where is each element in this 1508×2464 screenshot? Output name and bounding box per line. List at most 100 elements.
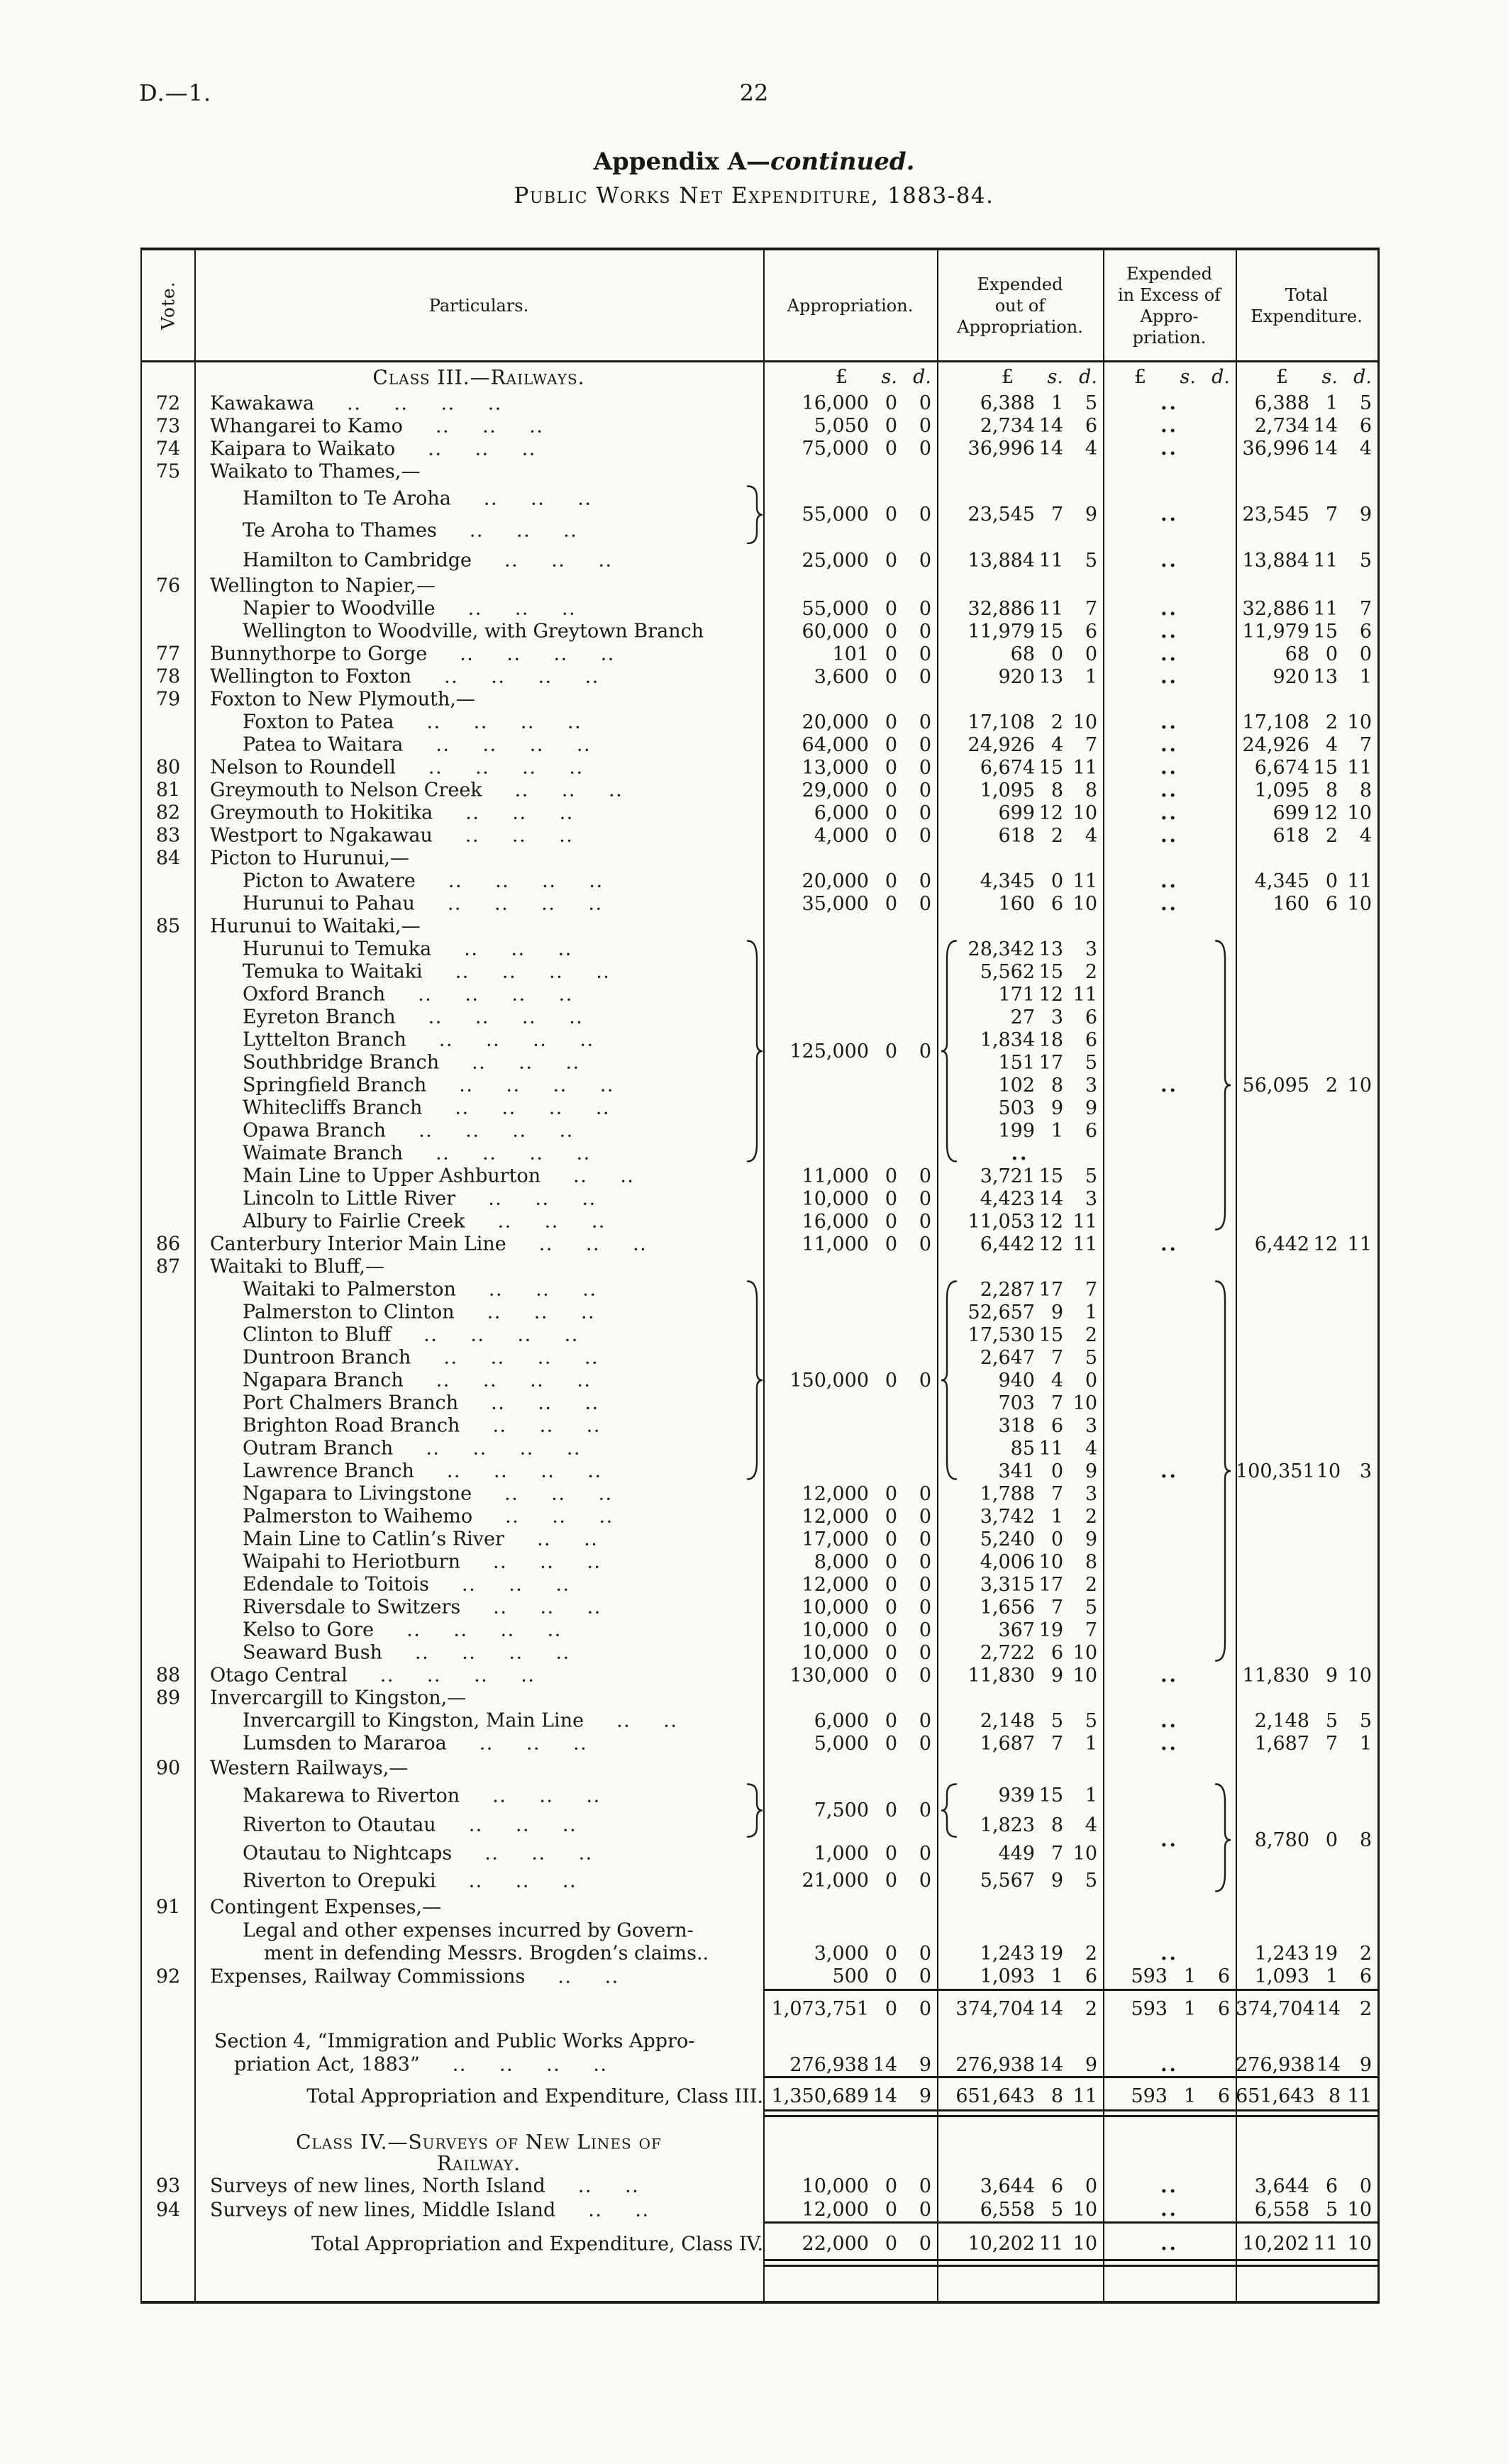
table-title: Public Works Net Expenditure, 1883-84. [514, 183, 994, 209]
leader-dots: .. [423, 1323, 438, 1346]
table-row: 92 Expenses, Railway Commissions.... 500 0 0… [142, 1965, 1377, 1989]
particulars-cell: Total Appropriation and Expenditure, Cla… [194, 2085, 783, 2107]
table-row: Lincoln to Little River...... 10,000 0 0 4,4… [142, 1187, 1377, 1210]
particulars-cell: Southbridge Branch...... [194, 1052, 811, 1074]
particulars-cell: Waikato to Thames,— [194, 460, 779, 482]
leader-dots: .. [443, 1346, 458, 1369]
leader-dots: .. [587, 1550, 601, 1573]
leader-dots: .. [509, 1573, 523, 1596]
leader-dots: .. [585, 1233, 601, 1255]
leader-dots: .. [426, 1437, 440, 1460]
expended-value: 5,240 0 9 [980, 1528, 1097, 1550]
excess-value: .. [1160, 1664, 1178, 1687]
total-value: 6,674 15 11 [1254, 756, 1372, 779]
table-row: 75 Waikato to Thames,— [142, 460, 1377, 483]
table-row: 89 Invercargill to Kingston,— [142, 1687, 1377, 1709]
leader-dots: .. [415, 1641, 430, 1664]
total-value: 2,148 5 5 [1254, 1709, 1372, 1732]
row-label: Greymouth to Nelson Creek [210, 779, 482, 801]
table-row: Te Aroha to Thames...... [142, 514, 1377, 546]
group-approp-value: 55,000 0 0 [802, 503, 931, 526]
group-exc-value: .. [1160, 503, 1178, 526]
particulars-cell: Legal and other expenses incurred by Gov… [194, 1920, 811, 1942]
particulars-cell: Invercargill to Kingston,— [194, 1687, 779, 1709]
leader-dots: .. [567, 711, 582, 733]
table-row: 73 Whangarei to Kamo...... 5,050 0 0 2,734 14 6… [142, 415, 1377, 438]
appropriation-value: 276,938 14 9 [789, 2053, 931, 2076]
row-label: Invercargill to Kingston,— [210, 1687, 467, 1709]
leader-dots: .. [522, 1006, 537, 1028]
expended-value: 5,567 9 5 [980, 1870, 1097, 1892]
expended-value: 940 4 0 [998, 1369, 1097, 1392]
leader-dots: .. [464, 938, 479, 960]
table-row: Main Line to Catlin’s River.... 17,000 0 0 5… [142, 1528, 1377, 1550]
col-header-excess: Expended in Excess of Appro- priation. [1117, 263, 1221, 348]
expended-value: 449 7 10 [998, 1842, 1097, 1865]
particulars-cell: Section 4, “Immigration and Public Works… [194, 2031, 783, 2053]
particulars-cell: Bunnythorpe to Gorge........ [194, 643, 779, 665]
excess-value: .. [1160, 2053, 1178, 2076]
leader-dots: .. [469, 519, 484, 542]
total-value: 276,938 14 9 [1236, 2053, 1372, 2076]
row-label: Napier to Woodville [243, 597, 436, 620]
table-row: Section 4, “Immigration and Public Works… [142, 2029, 1377, 2053]
particulars-cell: Main Line to Upper Ashburton.... [194, 1165, 811, 1187]
leader-dots: .. [562, 1870, 577, 1892]
excess-value: .. [1160, 415, 1178, 438]
expended-value: 32,886 11 7 [968, 597, 1097, 620]
row-label: Main Line to Catlin’s River [243, 1528, 504, 1550]
expended-value: 318 6 3 [998, 1414, 1097, 1437]
row-label: Waimate Branch [243, 1142, 403, 1165]
vote-number: 80 [155, 756, 181, 779]
expended-value: 3,315 17 2 [980, 1573, 1097, 1596]
leader-dots: .. [535, 1187, 550, 1210]
leader-dots: .. [487, 392, 502, 415]
leader-dots: .. [573, 1732, 588, 1755]
table-row: Edendale to Toitois...... 12,000 0 0 3,315 17… [142, 1573, 1377, 1596]
expended-value: 1,093 1 6 [980, 1965, 1097, 1988]
particulars-cell: priation Act, 1883”........ [194, 2054, 803, 2076]
leader-dots: .. [455, 960, 470, 983]
appropriation-value: 22,000 0 0 [802, 2233, 931, 2255]
group-brace-left [941, 940, 958, 1162]
vote-number: 89 [155, 1687, 181, 1709]
row-label: Albury to Fairlie Creek [243, 1210, 465, 1233]
table-row: Duntroon Branch........ 2,647 7 5 [142, 1346, 1377, 1369]
particulars-cell: Surveys of new lines, Middle Island.... [194, 2199, 779, 2221]
vote-number: 75 [155, 460, 181, 483]
appendix-title-main: Appendix A— [593, 148, 771, 176]
leader-dots: .. [512, 824, 527, 847]
leader-dots: .. [468, 1814, 483, 1836]
expended-value: 17,530 15 2 [968, 1323, 1097, 1346]
particulars-cell: Kawakawa........ [194, 392, 779, 414]
total-value: 6,558 5 10 [1254, 2199, 1372, 2221]
appropriation-value: 12,000 0 0 [802, 1482, 931, 1505]
leader-dots: .. [584, 665, 599, 688]
appropriation-value: 11,000 0 0 [802, 1233, 931, 1255]
leader-dots: .. [460, 643, 475, 665]
total-value: 1,093 1 6 [1254, 1965, 1372, 1988]
leader-dots: .. [609, 779, 623, 801]
appropriation-value: 1,000 0 0 [814, 1842, 931, 1865]
row-label: Whitecliffs Branch [243, 1097, 423, 1119]
table-row: Albury to Fairlie Creek...... 16,000 0 0 11,… [142, 1210, 1377, 1233]
leader-dots: .. [436, 733, 450, 756]
particulars-cell: Ngapara Branch........ [194, 1370, 811, 1392]
group-exc-value: .. [1160, 1828, 1178, 1851]
expended-value: 151 17 5 [998, 1051, 1097, 1074]
table-row: Main Line to Upper Ashburton.... 11,000 0 0… [142, 1165, 1377, 1187]
particulars-cell: Western Railways,— [194, 1757, 779, 1779]
leader-dots: .. [479, 1732, 494, 1755]
excess-value: .. [1160, 597, 1178, 620]
leader-dots: .. [426, 1664, 442, 1687]
particulars-cell: Hurunui to Waitaki,— [194, 916, 779, 938]
leader-dots: .. [529, 1142, 544, 1165]
appropriation-value: 17,000 0 0 [802, 1528, 931, 1550]
leader-dots: .. [569, 1006, 584, 1028]
leader-dots: .. [509, 1641, 523, 1664]
leader-dots: .. [428, 756, 443, 779]
leader-dots: .. [584, 1392, 599, 1414]
group-exc-value: .. [1160, 1460, 1178, 1482]
particulars-cell: Outram Branch........ [194, 1438, 811, 1460]
leader-dots: .. [418, 1119, 433, 1142]
